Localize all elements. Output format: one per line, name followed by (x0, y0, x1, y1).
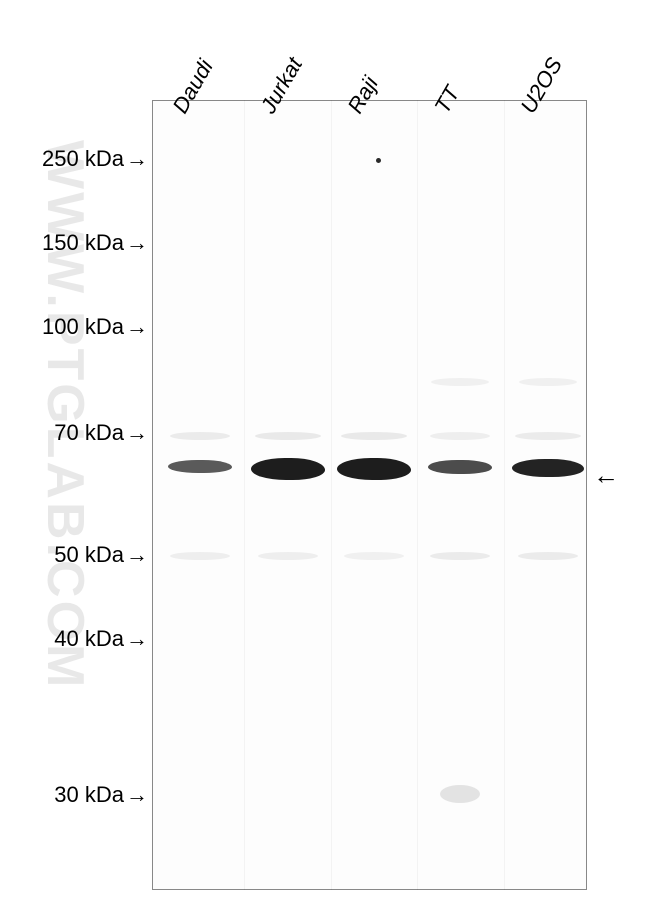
protein-band (512, 459, 584, 477)
mw-marker: 40 kDa→ (8, 626, 148, 652)
faint-band (170, 432, 230, 440)
protein-band (251, 458, 325, 480)
mw-marker: 250 kDa→ (8, 146, 148, 172)
mw-marker: 50 kDa→ (8, 542, 148, 568)
artifact-dot (376, 158, 381, 163)
faint-band (518, 552, 578, 560)
faint-band (430, 552, 490, 560)
lane-divider (417, 100, 418, 890)
figure-container: WWW.PTGLAB.COM DaudiJurkatRajiTTU2OS 250… (0, 0, 660, 903)
watermark: WWW.PTGLAB.COM (35, 140, 95, 690)
mw-marker: 100 kDa→ (8, 314, 148, 340)
lane-divider (244, 100, 245, 890)
mw-marker: 70 kDa→ (8, 420, 148, 446)
faint-band (519, 378, 577, 386)
faint-band (341, 432, 407, 440)
protein-band (428, 460, 492, 474)
lane-divider (504, 100, 505, 890)
faint-band (255, 432, 321, 440)
mw-marker: 150 kDa→ (8, 230, 148, 256)
mw-marker: 30 kDa→ (8, 782, 148, 808)
artifact-smudge (440, 785, 480, 803)
target-band-arrow-icon: ← (593, 460, 619, 491)
faint-band (515, 432, 581, 440)
watermark-text: WWW.PTGLAB.COM (35, 140, 95, 690)
blot-membrane (152, 100, 587, 890)
protein-band (168, 460, 232, 473)
lane-divider (331, 100, 332, 890)
faint-band (431, 378, 489, 386)
protein-band (337, 458, 411, 480)
faint-band (258, 552, 318, 560)
faint-band (430, 432, 490, 440)
faint-band (344, 552, 404, 560)
faint-band (170, 552, 230, 560)
